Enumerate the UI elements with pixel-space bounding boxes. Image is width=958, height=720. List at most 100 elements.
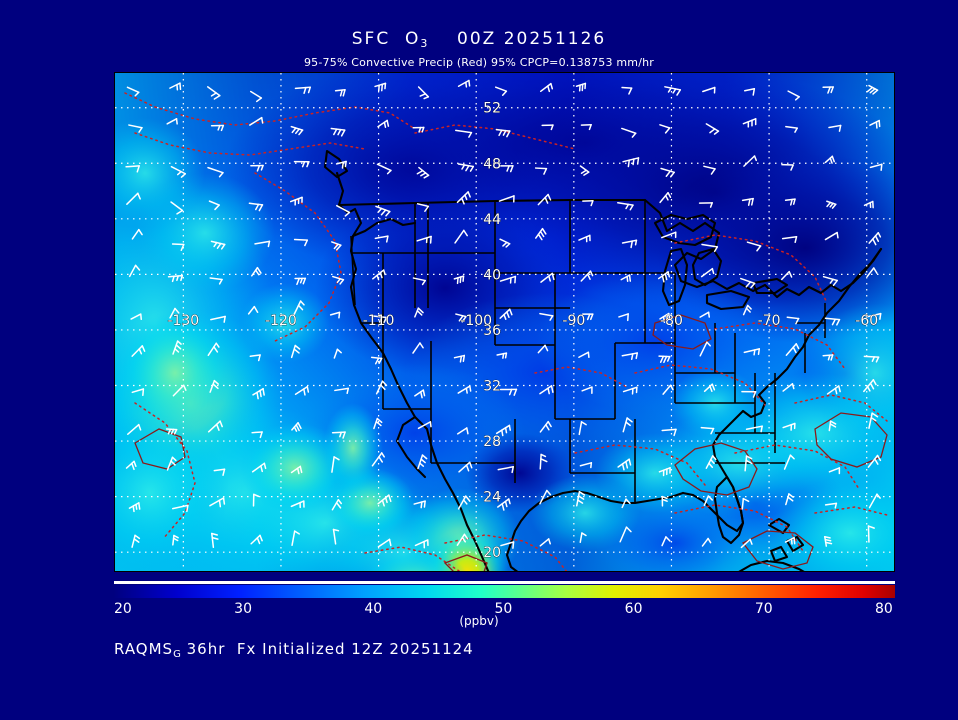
wind-barb (165, 428, 178, 435)
wind-barb (620, 274, 632, 282)
wind-barb (867, 525, 875, 543)
wind-barb (457, 385, 472, 394)
wind-barb (824, 231, 839, 241)
lon-label: -60 (855, 313, 878, 329)
lat-label: 40 (483, 267, 501, 283)
wind-barb (580, 123, 592, 131)
wind-barb (622, 386, 638, 395)
wind-barb (207, 342, 220, 357)
wind-barb (575, 491, 586, 507)
wind-barb (866, 267, 878, 278)
wind-barb (742, 304, 752, 316)
wind-barb (290, 125, 304, 136)
wind-barb (496, 352, 508, 359)
lon-label: -100 (460, 313, 492, 329)
wind-barb (701, 243, 719, 253)
colorbar-tick: 40 (364, 601, 383, 617)
wind-barb (371, 315, 388, 323)
wind-barb (412, 277, 426, 286)
wind-barb (703, 165, 716, 175)
wind-barb (866, 84, 879, 95)
wind-barb (824, 536, 833, 547)
wind-barb (172, 534, 179, 546)
wind-barb (539, 312, 554, 321)
wind-barb (374, 235, 389, 243)
wind-barb (334, 387, 350, 395)
wind-barb (455, 129, 473, 138)
wind-barb (868, 493, 881, 509)
wind-barb (125, 460, 137, 471)
wind-barb (575, 82, 587, 92)
wind-barb (659, 312, 671, 324)
wind-barb (659, 192, 672, 204)
wind-barb (331, 431, 346, 439)
wind-barb (171, 504, 189, 513)
wind-barb (130, 313, 143, 321)
strait-juan-de-fuca (351, 217, 417, 238)
wind-barb (331, 456, 340, 473)
wind-barb (210, 240, 226, 250)
wind-barb (863, 379, 877, 393)
wind-barb (250, 90, 263, 103)
wind-barb (250, 534, 263, 545)
lat-label: 48 (483, 156, 501, 172)
wind-barb (783, 454, 795, 470)
wind-barb (370, 356, 383, 365)
wind-barb (581, 386, 593, 395)
title-subscript: 3 (420, 37, 428, 50)
wind-barb (414, 539, 429, 549)
wind-barb (497, 498, 511, 511)
wind-barb (413, 500, 426, 509)
wind-barb (657, 271, 671, 283)
wind-barb (784, 198, 796, 206)
pacific-coastline (335, 171, 490, 571)
colorbar-gradient (114, 585, 895, 598)
lat-label: 32 (483, 379, 501, 395)
wind-barb (131, 388, 145, 397)
wind-barb (617, 458, 632, 471)
wind-barb (781, 270, 793, 281)
wind-barb (619, 526, 632, 543)
convective-precip-contours (124, 92, 888, 571)
wind-barb (248, 202, 264, 212)
wind-barb (290, 344, 301, 359)
colorbar-units-label: (ppbv) (459, 614, 499, 628)
wind-barb (740, 277, 756, 289)
wa-or-border (350, 235, 356, 306)
wind-barb (698, 202, 713, 208)
wind-barb (293, 160, 310, 168)
wind-barb (828, 124, 842, 132)
lake-ontario (751, 277, 789, 295)
wind-barb (126, 192, 141, 205)
wind-barb (210, 124, 225, 132)
wind-barb (499, 238, 511, 248)
wind-barb (332, 528, 340, 545)
gulf-coastline (509, 489, 685, 545)
wind-barb (658, 467, 671, 477)
wind-barb (781, 236, 798, 244)
wind-barb (742, 118, 757, 128)
wind-barb (537, 193, 552, 206)
wind-barb (249, 354, 261, 362)
wind-barb (377, 119, 390, 128)
wind-barb (372, 269, 386, 281)
colorbar-tick: 50 (494, 601, 513, 617)
wind-barb (781, 163, 794, 171)
wind-barb (863, 355, 880, 363)
wind-barb (743, 155, 758, 167)
wind-barb (741, 197, 754, 206)
map-panel[interactable]: 52 48 44 40 36 32 28 24 20 -130 -120 -110 -100 -90 -80… (114, 72, 895, 572)
colorbar-container[interactable]: 20 30 40 50 60 70 80 (114, 581, 895, 617)
wind-barb (293, 238, 309, 247)
wind-barb (374, 82, 387, 92)
precip-95-contours (134, 314, 888, 571)
wind-barb (824, 317, 841, 326)
title-variable: SFC O (351, 29, 421, 49)
lake-erie (705, 289, 751, 311)
lake-superior (653, 213, 717, 247)
model-footer: RAQMSG 36hr Fx Initialized 12Z 20251124 (114, 640, 474, 660)
wind-barb (207, 86, 221, 100)
wind-barb (500, 541, 515, 549)
wind-barb (170, 201, 184, 215)
wind-barb (745, 425, 763, 433)
